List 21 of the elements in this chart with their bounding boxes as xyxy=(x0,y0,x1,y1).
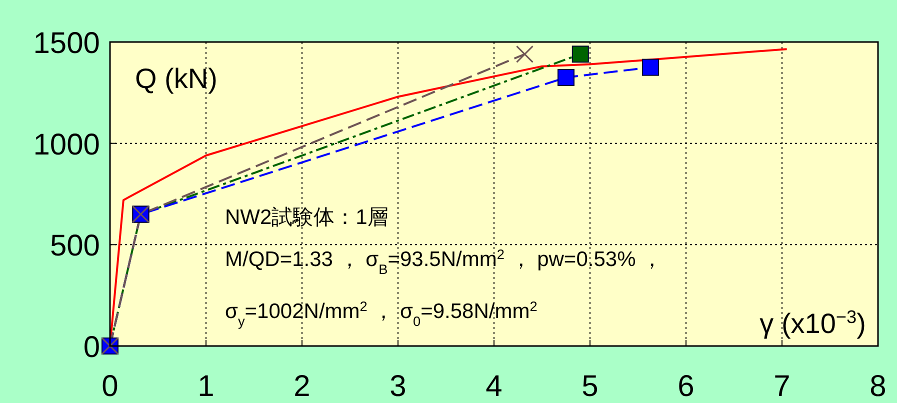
y-tick-label: 0 xyxy=(83,331,100,364)
y-tick-label: 1500 xyxy=(33,27,100,60)
x-tick-label: 1 xyxy=(198,370,214,403)
x-tick-label: 3 xyxy=(390,370,406,403)
annotation: NW2試験体：1層 xyxy=(225,206,388,229)
y-tick-label: 1000 xyxy=(33,128,100,162)
point xyxy=(572,46,589,63)
x-tick-label: 8 xyxy=(870,370,886,403)
x-axis-title: γ (x10$^{−3}$) xyxy=(760,307,866,339)
x-tick-label: 2 xyxy=(294,370,310,403)
annotation: M/QD=1.33 ， σ$_{B}$=93.5N/mm$^{2}$ ， pw=0.53% ， xyxy=(225,246,663,276)
annotation: σ$_{y}$=1002N/mm$^{2}$ ， σ$_{0}$=9.58N/mm$^{2}$ xyxy=(225,298,538,328)
point xyxy=(558,68,574,86)
x-tick-label: 4 xyxy=(486,370,502,403)
x-tick-label: 6 xyxy=(678,370,694,403)
point xyxy=(642,58,659,76)
y-tick-label: 500 xyxy=(50,230,100,263)
point xyxy=(516,45,534,63)
x-tick-label: 7 xyxy=(774,370,790,403)
y-axis-title: Q (kN) xyxy=(135,63,218,94)
x-tick-label: 5 xyxy=(582,370,598,403)
